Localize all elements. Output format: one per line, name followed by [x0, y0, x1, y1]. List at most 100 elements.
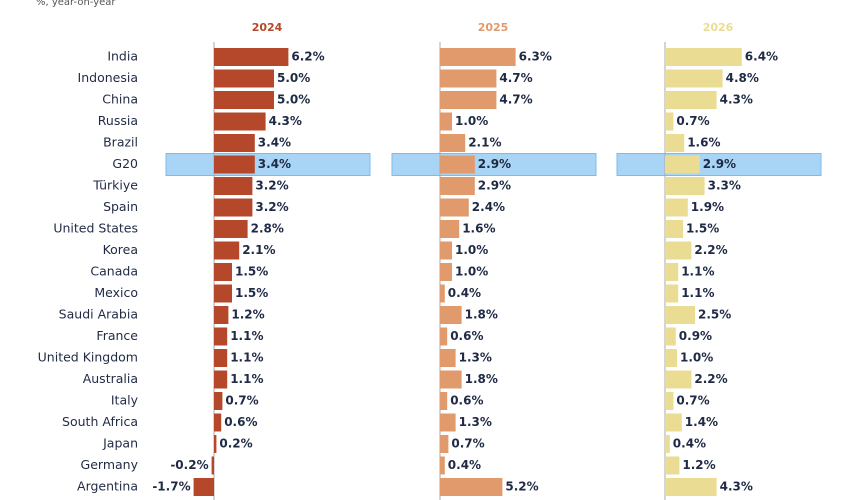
bar	[665, 370, 692, 389]
value-label: 0.6%	[450, 329, 483, 343]
bar	[665, 413, 682, 432]
value-label: 1.0%	[455, 114, 488, 128]
bar	[665, 392, 674, 410]
bar	[440, 263, 452, 281]
bar	[440, 413, 456, 432]
value-label: 2.8%	[251, 222, 284, 236]
bar	[440, 478, 503, 496]
bar	[440, 198, 469, 217]
value-label: 0.4%	[448, 286, 481, 300]
value-label: 0.7%	[451, 437, 484, 451]
bar	[440, 220, 460, 238]
value-label: 1.6%	[462, 222, 495, 236]
value-label: 1.8%	[465, 308, 498, 322]
bar	[214, 48, 289, 66]
category-label: Spain	[103, 199, 138, 214]
value-label: 5.0%	[277, 71, 310, 85]
bar	[214, 220, 248, 238]
value-label: 5.0%	[277, 93, 310, 107]
category-label: India	[107, 49, 138, 64]
value-label: 1.0%	[455, 265, 488, 279]
value-label: 4.8%	[726, 71, 759, 85]
value-label: 6.4%	[745, 50, 778, 64]
value-label: 0.2%	[219, 437, 252, 451]
value-label: 1.3%	[459, 351, 492, 365]
value-label: 2.1%	[242, 243, 275, 257]
value-label: 0.7%	[676, 394, 709, 408]
bar	[440, 327, 448, 346]
value-label: 1.1%	[230, 351, 263, 365]
value-label: 1.6%	[687, 136, 720, 150]
bar	[214, 306, 229, 324]
bar	[440, 456, 445, 475]
value-label: 1.0%	[455, 243, 488, 257]
value-label: 3.3%	[708, 179, 741, 193]
bar	[440, 392, 448, 410]
category-label: Türkiye	[92, 178, 138, 193]
value-label: 2.9%	[478, 179, 511, 193]
category-label: Russia	[98, 113, 138, 128]
value-label: 4.3%	[720, 93, 753, 107]
value-label: 1.5%	[235, 265, 268, 279]
value-label: 0.6%	[450, 394, 483, 408]
bar	[665, 112, 674, 131]
value-label: 1.1%	[230, 372, 263, 386]
bar	[665, 177, 705, 195]
value-label: 2.1%	[468, 136, 501, 150]
value-label: 0.4%	[448, 458, 481, 472]
category-label: Korea	[103, 242, 138, 257]
bar	[214, 155, 255, 174]
bar	[665, 478, 717, 496]
bar	[665, 327, 676, 346]
value-label: 2.9%	[703, 157, 736, 171]
bar	[214, 177, 253, 195]
chart-subtitle: %, year-on-year	[36, 0, 116, 8]
category-label: Australia	[83, 371, 138, 386]
bar	[665, 155, 700, 174]
category-label: Brazil	[103, 135, 138, 150]
category-label: United Kingdom	[38, 350, 138, 365]
category-label: G20	[112, 156, 138, 171]
bar	[665, 48, 742, 66]
value-label: 2.4%	[472, 200, 505, 214]
bar	[665, 435, 670, 453]
category-label: Saudi Arabia	[59, 307, 138, 322]
panel-header: 2026	[703, 21, 734, 34]
bar	[665, 456, 680, 475]
bar	[440, 284, 445, 303]
value-label: 2.9%	[478, 157, 511, 171]
value-label: 1.1%	[681, 265, 714, 279]
value-label: 1.3%	[459, 415, 492, 429]
bar	[665, 91, 717, 109]
value-label: 6.3%	[519, 50, 552, 64]
value-label: 4.3%	[269, 114, 302, 128]
value-label: 1.4%	[685, 415, 718, 429]
value-label: 1.1%	[681, 286, 714, 300]
value-label: 0.4%	[673, 437, 706, 451]
bar	[440, 349, 456, 367]
panel-header: 2025	[478, 21, 509, 34]
bar	[440, 177, 475, 195]
value-label: 3.4%	[258, 157, 291, 171]
value-label: 4.3%	[720, 480, 753, 494]
bar	[214, 349, 228, 367]
value-label: 3.2%	[255, 200, 288, 214]
bar	[440, 155, 475, 174]
category-label: Germany	[81, 457, 139, 472]
bar	[214, 263, 232, 281]
category-label: Indonesia	[78, 70, 138, 85]
value-label: 1.2%	[682, 458, 715, 472]
value-label: 0.7%	[225, 394, 258, 408]
value-label: 1.0%	[680, 351, 713, 365]
category-label: Italy	[111, 393, 139, 408]
category-label: China	[102, 92, 138, 107]
bar	[193, 478, 214, 496]
bar	[440, 112, 452, 131]
value-label: 1.1%	[230, 329, 263, 343]
value-label: 1.8%	[465, 372, 498, 386]
value-label: 0.6%	[224, 415, 257, 429]
bar	[665, 241, 692, 260]
bar	[665, 69, 723, 88]
value-label: 4.7%	[499, 93, 532, 107]
bar	[665, 349, 677, 367]
